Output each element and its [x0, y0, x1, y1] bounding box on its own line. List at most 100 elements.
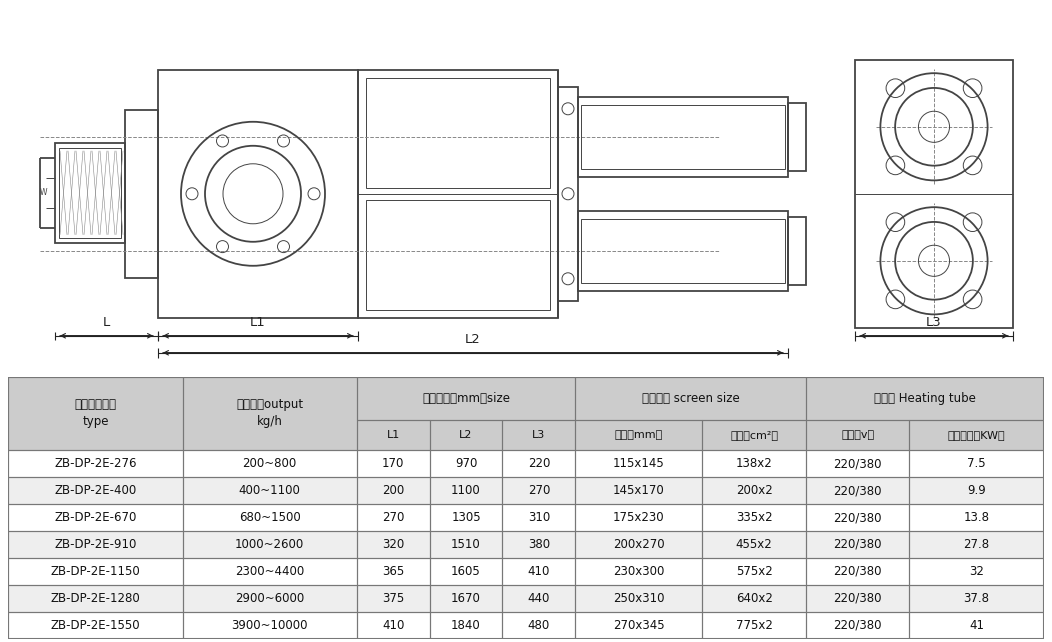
Text: 970: 970 [454, 457, 478, 470]
Bar [503, 504, 575, 531]
Bar [575, 531, 703, 558]
Bar [503, 558, 575, 585]
Bar [703, 612, 806, 639]
Bar [182, 477, 357, 504]
Bar [8, 477, 182, 504]
Bar [125, 110, 158, 278]
Text: 7.5: 7.5 [967, 457, 986, 470]
Text: 310: 310 [528, 511, 550, 524]
Bar [910, 531, 1044, 558]
Text: 335x2: 335x2 [736, 511, 772, 524]
Bar [503, 504, 575, 531]
Bar [8, 377, 182, 450]
Bar [575, 612, 703, 639]
Bar [182, 377, 357, 450]
Text: 410: 410 [528, 565, 550, 578]
Bar [910, 585, 1044, 612]
Bar [182, 531, 357, 558]
Bar [806, 477, 910, 504]
Text: 13.8: 13.8 [964, 511, 990, 524]
Bar [429, 504, 503, 531]
Bar [578, 97, 788, 177]
Bar [366, 78, 550, 187]
Bar [806, 531, 910, 558]
Text: 250x310: 250x310 [613, 592, 665, 605]
Bar [575, 558, 703, 585]
Bar [357, 504, 429, 531]
Text: 2900~6000: 2900~6000 [235, 592, 304, 605]
Bar [575, 585, 703, 612]
Text: W: W [39, 188, 46, 197]
Bar [8, 531, 182, 558]
Bar [429, 477, 503, 504]
Bar [575, 420, 703, 450]
Bar [575, 420, 703, 450]
Bar [55, 143, 125, 243]
Bar [575, 504, 703, 531]
Text: 175x230: 175x230 [613, 511, 665, 524]
Text: 1605: 1605 [451, 565, 481, 578]
Bar [558, 87, 578, 301]
Bar [581, 219, 785, 282]
Text: 115x145: 115x145 [613, 457, 665, 470]
Bar [806, 531, 910, 558]
Bar [357, 450, 429, 477]
Bar [429, 420, 503, 450]
Text: ZB-DP-2E-276: ZB-DP-2E-276 [55, 457, 137, 470]
Text: ZB-DP-2E-670: ZB-DP-2E-670 [55, 511, 137, 524]
Bar [806, 585, 910, 612]
Text: 145x170: 145x170 [613, 484, 665, 497]
Bar [8, 450, 182, 477]
Bar [575, 531, 703, 558]
Bar [8, 377, 182, 450]
Bar [429, 504, 503, 531]
Text: ZB-DP-2E-1550: ZB-DP-2E-1550 [50, 619, 140, 632]
Bar [357, 420, 429, 450]
Text: 230x300: 230x300 [613, 565, 665, 578]
Bar [703, 531, 806, 558]
Text: L3: L3 [532, 430, 546, 440]
Text: 365: 365 [382, 565, 404, 578]
Bar [182, 477, 357, 504]
Bar [182, 504, 357, 531]
Bar [429, 450, 503, 477]
Bar [357, 504, 429, 531]
Text: 320: 320 [382, 538, 404, 551]
Text: 455x2: 455x2 [735, 538, 772, 551]
Text: 220/380: 220/380 [833, 619, 882, 632]
Text: 41: 41 [969, 619, 984, 632]
Bar [575, 377, 806, 420]
Bar [357, 531, 429, 558]
Text: L3: L3 [926, 316, 942, 329]
Text: 1510: 1510 [451, 538, 481, 551]
Text: ZB-DP-2E-1150: ZB-DP-2E-1150 [50, 565, 140, 578]
Text: 1670: 1670 [451, 592, 481, 605]
Bar [703, 477, 806, 504]
Bar [429, 420, 503, 450]
Bar [910, 531, 1044, 558]
Bar [788, 217, 806, 285]
Bar [182, 377, 357, 450]
Bar [806, 450, 910, 477]
Bar [703, 612, 806, 639]
Text: 200x2: 200x2 [735, 484, 772, 497]
Text: 2300~4400: 2300~4400 [235, 565, 304, 578]
Bar [357, 531, 429, 558]
Bar [575, 477, 703, 504]
Bar [503, 585, 575, 612]
Text: 220/380: 220/380 [833, 484, 882, 497]
Text: 170: 170 [382, 457, 404, 470]
Text: 400~1100: 400~1100 [239, 484, 301, 497]
Bar [575, 612, 703, 639]
Bar [575, 377, 806, 420]
Bar [703, 558, 806, 585]
Text: 200: 200 [382, 484, 404, 497]
Text: L: L [103, 316, 110, 329]
Bar [357, 477, 429, 504]
Bar [806, 450, 910, 477]
Bar [910, 450, 1044, 477]
Bar [429, 477, 503, 504]
Bar [8, 450, 182, 477]
Bar [182, 558, 357, 585]
Text: ZB-DP-2E-910: ZB-DP-2E-910 [55, 538, 137, 551]
